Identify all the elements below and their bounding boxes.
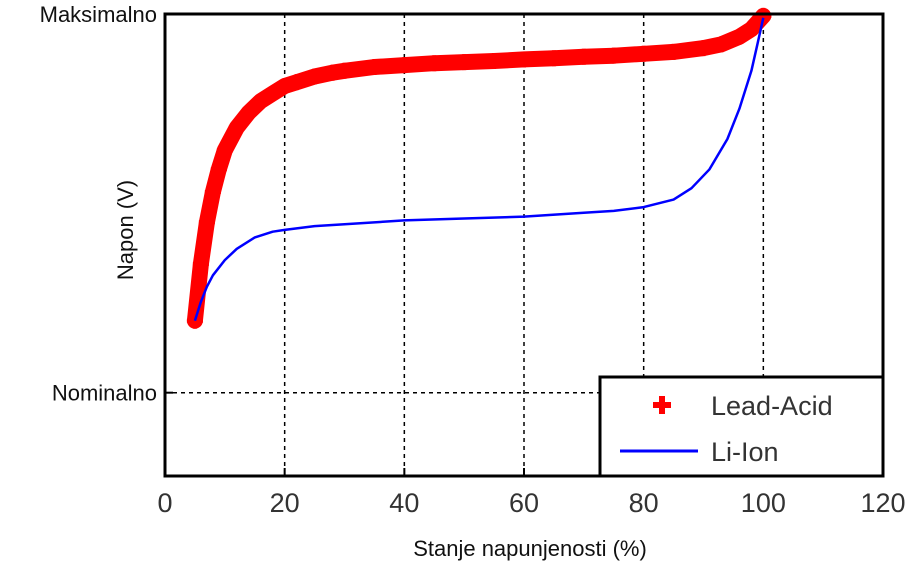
data-point [276,77,293,94]
data-point [396,57,413,74]
legend: Lead-Acid Li-Ion [598,375,885,478]
series-line [193,17,765,322]
data-point [228,119,245,136]
data-point [240,104,257,121]
legend-label: Li-Ion [711,437,779,467]
data-point [743,21,760,38]
x-tick-label: 20 [270,488,300,518]
x-tick-label: 80 [629,488,659,518]
series-layer [186,7,772,329]
data-point [210,161,227,178]
y-tick-label: Maksimalno [40,2,157,27]
x-axis-title: Stanje napunjenosti (%) [413,536,647,561]
legend-label: Lead-Acid [711,391,833,421]
axis-ticks: 0 20 40 60 80 100 120 Maksimalno Nominalno [40,2,906,518]
data-point [288,74,305,91]
data-point [336,62,353,79]
data-point [486,52,503,69]
data-point [575,48,592,65]
x-tick-label: 40 [389,488,419,518]
x-tick-label: 100 [741,488,786,518]
data-point [426,55,443,72]
data-point [605,47,622,64]
legend-box [598,375,885,478]
series-lead-acid [186,7,772,329]
data-point [713,36,730,53]
x-tick-label: 60 [509,488,539,518]
x-tick-label: 120 [860,488,905,518]
data-point [635,45,652,62]
data-point [516,51,532,68]
series-line [186,7,772,329]
data-point [695,40,712,57]
data-point [366,59,383,76]
x-tick-label: 0 [157,488,172,518]
data-point [731,28,748,45]
y-axis-title: Napon (V) [113,180,138,280]
data-point [456,54,473,71]
legend-marker [653,396,671,414]
data-point [204,183,221,200]
data-point [186,312,203,329]
data-point [252,93,269,110]
data-point [192,255,209,272]
data-point [306,68,323,85]
series-li-ion [193,17,765,322]
data-point [198,214,215,231]
data-point [264,85,281,102]
y-tick-label: Nominalno [52,381,157,406]
data-point [545,50,562,67]
data-point [665,43,682,60]
data-point [216,142,233,159]
